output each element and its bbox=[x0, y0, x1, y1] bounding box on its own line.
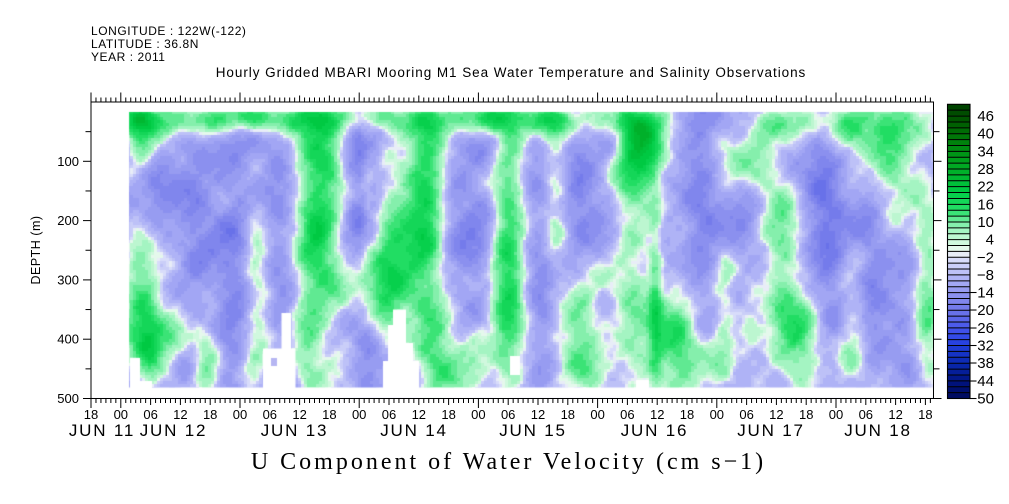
svg-text:18: 18 bbox=[799, 407, 813, 422]
svg-text:JUN 11: JUN 11 bbox=[69, 421, 135, 440]
svg-text:DEPTH (m): DEPTH (m) bbox=[29, 215, 43, 284]
svg-text:22: 22 bbox=[977, 179, 994, 196]
svg-text:00: 00 bbox=[352, 407, 366, 422]
svg-text:300: 300 bbox=[57, 272, 79, 287]
svg-text:−26: −26 bbox=[969, 320, 994, 337]
svg-text:06: 06 bbox=[382, 407, 396, 422]
svg-text:34: 34 bbox=[977, 143, 994, 160]
svg-text:JUN 16: JUN 16 bbox=[621, 421, 689, 440]
svg-text:16: 16 bbox=[977, 196, 994, 213]
svg-text:18: 18 bbox=[84, 407, 98, 422]
svg-text:JUN 12: JUN 12 bbox=[140, 421, 208, 440]
svg-text:12: 12 bbox=[650, 407, 664, 422]
svg-text:12: 12 bbox=[769, 407, 783, 422]
svg-text:18: 18 bbox=[680, 407, 694, 422]
svg-text:06: 06 bbox=[501, 407, 515, 422]
svg-text:12: 12 bbox=[292, 407, 306, 422]
svg-text:−8: −8 bbox=[977, 267, 994, 284]
svg-text:28: 28 bbox=[977, 161, 994, 178]
svg-text:06: 06 bbox=[739, 407, 753, 422]
svg-text:JUN 14: JUN 14 bbox=[380, 421, 448, 440]
svg-text:12: 12 bbox=[531, 407, 545, 422]
svg-text:−14: −14 bbox=[969, 285, 994, 302]
svg-text:10: 10 bbox=[977, 214, 994, 231]
svg-text:JUN 15: JUN 15 bbox=[499, 421, 567, 440]
svg-text:JUN 18: JUN 18 bbox=[844, 421, 912, 440]
svg-text:46: 46 bbox=[977, 108, 994, 125]
svg-text:−20: −20 bbox=[969, 302, 994, 319]
svg-text:18: 18 bbox=[561, 407, 575, 422]
svg-text:12: 12 bbox=[173, 407, 187, 422]
svg-text:JUN 17: JUN 17 bbox=[737, 421, 805, 440]
svg-text:40: 40 bbox=[977, 126, 994, 143]
svg-text:00: 00 bbox=[590, 407, 604, 422]
svg-text:06: 06 bbox=[263, 407, 277, 422]
svg-text:100: 100 bbox=[57, 154, 79, 169]
svg-text:00: 00 bbox=[829, 407, 843, 422]
svg-text:200: 200 bbox=[57, 213, 79, 228]
svg-text:−50: −50 bbox=[969, 391, 994, 408]
svg-text:400: 400 bbox=[57, 332, 79, 347]
svg-text:4: 4 bbox=[986, 232, 994, 249]
svg-text:06: 06 bbox=[859, 407, 873, 422]
svg-text:00: 00 bbox=[114, 407, 128, 422]
svg-text:500: 500 bbox=[57, 391, 79, 406]
svg-text:00: 00 bbox=[471, 407, 485, 422]
svg-text:18: 18 bbox=[918, 407, 932, 422]
svg-text:06: 06 bbox=[143, 407, 157, 422]
svg-text:18: 18 bbox=[322, 407, 336, 422]
svg-text:12: 12 bbox=[412, 407, 426, 422]
svg-text:06: 06 bbox=[620, 407, 634, 422]
svg-text:00: 00 bbox=[233, 407, 247, 422]
svg-text:12: 12 bbox=[888, 407, 902, 422]
svg-text:00: 00 bbox=[710, 407, 724, 422]
svg-text:JUN 13: JUN 13 bbox=[261, 421, 329, 440]
svg-text:−44: −44 bbox=[969, 373, 994, 390]
svg-text:18: 18 bbox=[203, 407, 217, 422]
svg-text:−38: −38 bbox=[969, 355, 994, 372]
svg-text:−32: −32 bbox=[969, 338, 994, 355]
svg-text:18: 18 bbox=[441, 407, 455, 422]
svg-text:−2: −2 bbox=[977, 249, 994, 266]
